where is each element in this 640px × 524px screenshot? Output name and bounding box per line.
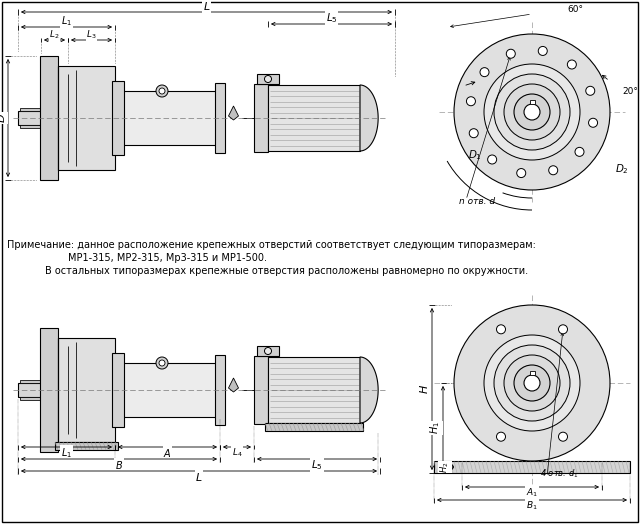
- Bar: [268, 85, 360, 151]
- Circle shape: [589, 118, 598, 127]
- Bar: [115, 91, 220, 145]
- Bar: [20, 108, 42, 111]
- Bar: [112, 353, 124, 427]
- Polygon shape: [360, 357, 378, 423]
- Text: $L_2$: $L_2$: [49, 29, 60, 41]
- Polygon shape: [228, 106, 239, 120]
- Text: $L$: $L$: [203, 0, 211, 12]
- Text: 60°: 60°: [567, 5, 583, 14]
- Text: $L_1$: $L_1$: [61, 14, 72, 28]
- Circle shape: [484, 335, 580, 431]
- Circle shape: [575, 147, 584, 156]
- Bar: [257, 74, 279, 84]
- Circle shape: [548, 166, 557, 175]
- Bar: [20, 125, 42, 128]
- Text: $B$: $B$: [115, 459, 123, 471]
- Circle shape: [504, 355, 560, 411]
- Text: $D_1$: $D_1$: [468, 148, 482, 162]
- Circle shape: [156, 357, 168, 369]
- Bar: [268, 357, 360, 423]
- Text: $L_4$: $L_4$: [232, 447, 243, 459]
- Circle shape: [506, 49, 515, 58]
- Text: $A$: $A$: [163, 447, 172, 459]
- Bar: [20, 380, 42, 383]
- Circle shape: [484, 64, 580, 160]
- Bar: [529, 100, 534, 104]
- Bar: [215, 83, 225, 153]
- Circle shape: [524, 375, 540, 391]
- Bar: [215, 355, 225, 425]
- Bar: [529, 371, 534, 375]
- Circle shape: [156, 85, 168, 97]
- Circle shape: [497, 432, 506, 441]
- Bar: [254, 84, 268, 152]
- Text: $L_5$: $L_5$: [326, 11, 337, 25]
- Text: $H_2$: $H_2$: [439, 461, 451, 473]
- Circle shape: [494, 74, 570, 150]
- Bar: [112, 81, 124, 155]
- Polygon shape: [360, 85, 378, 151]
- Circle shape: [504, 84, 560, 140]
- Text: $H$: $H$: [418, 384, 430, 394]
- Text: $H_1$: $H_1$: [428, 421, 442, 434]
- Bar: [434, 461, 630, 473]
- Text: $D$: $D$: [0, 113, 7, 123]
- Circle shape: [538, 47, 547, 56]
- Circle shape: [454, 305, 610, 461]
- Text: $L_1$: $L_1$: [61, 446, 72, 460]
- Bar: [40, 56, 58, 180]
- Text: В остальных типоразмерах крепежные отверстия расположены равномерно по окружност: В остальных типоразмерах крепежные отвер…: [45, 266, 528, 276]
- Text: $L$: $L$: [195, 471, 203, 483]
- Bar: [265, 423, 363, 431]
- Bar: [18, 383, 44, 397]
- Circle shape: [586, 86, 595, 95]
- Circle shape: [567, 60, 577, 69]
- Bar: [58, 338, 115, 442]
- Bar: [18, 111, 44, 125]
- Text: МР1-315, МР2-315, Мр3-315 и МР1-500.: МР1-315, МР2-315, Мр3-315 и МР1-500.: [68, 253, 267, 263]
- Circle shape: [494, 345, 570, 421]
- Bar: [55, 442, 118, 450]
- Circle shape: [469, 129, 478, 138]
- Circle shape: [559, 432, 568, 441]
- Circle shape: [480, 68, 489, 77]
- Bar: [40, 328, 58, 452]
- Bar: [254, 356, 268, 424]
- Polygon shape: [228, 378, 239, 392]
- Circle shape: [159, 88, 165, 94]
- Text: 20°: 20°: [622, 87, 638, 96]
- Circle shape: [264, 347, 271, 355]
- Circle shape: [159, 360, 165, 366]
- Text: $D_2$: $D_2$: [615, 162, 629, 176]
- Bar: [115, 363, 220, 417]
- Text: $L_5$: $L_5$: [311, 458, 323, 472]
- Circle shape: [516, 169, 525, 178]
- Bar: [58, 66, 115, 170]
- Text: $L_3$: $L_3$: [86, 29, 97, 41]
- Bar: [257, 346, 279, 356]
- Bar: [20, 397, 42, 400]
- Text: $B_1$: $B_1$: [526, 500, 538, 512]
- Circle shape: [497, 325, 506, 334]
- Circle shape: [514, 94, 550, 130]
- Text: n отв. d: n отв. d: [459, 197, 495, 206]
- Circle shape: [454, 34, 610, 190]
- Circle shape: [467, 97, 476, 106]
- Circle shape: [488, 155, 497, 164]
- Text: $A_1$: $A_1$: [526, 487, 538, 499]
- Circle shape: [514, 365, 550, 401]
- Circle shape: [524, 104, 540, 120]
- Circle shape: [264, 75, 271, 82]
- Circle shape: [559, 325, 568, 334]
- Text: 4 отв. $d_1$: 4 отв. $d_1$: [540, 468, 579, 481]
- Text: Примечание: данное расположение крепежных отверстий соответствует следующим типо: Примечание: данное расположение крепежны…: [7, 240, 536, 250]
